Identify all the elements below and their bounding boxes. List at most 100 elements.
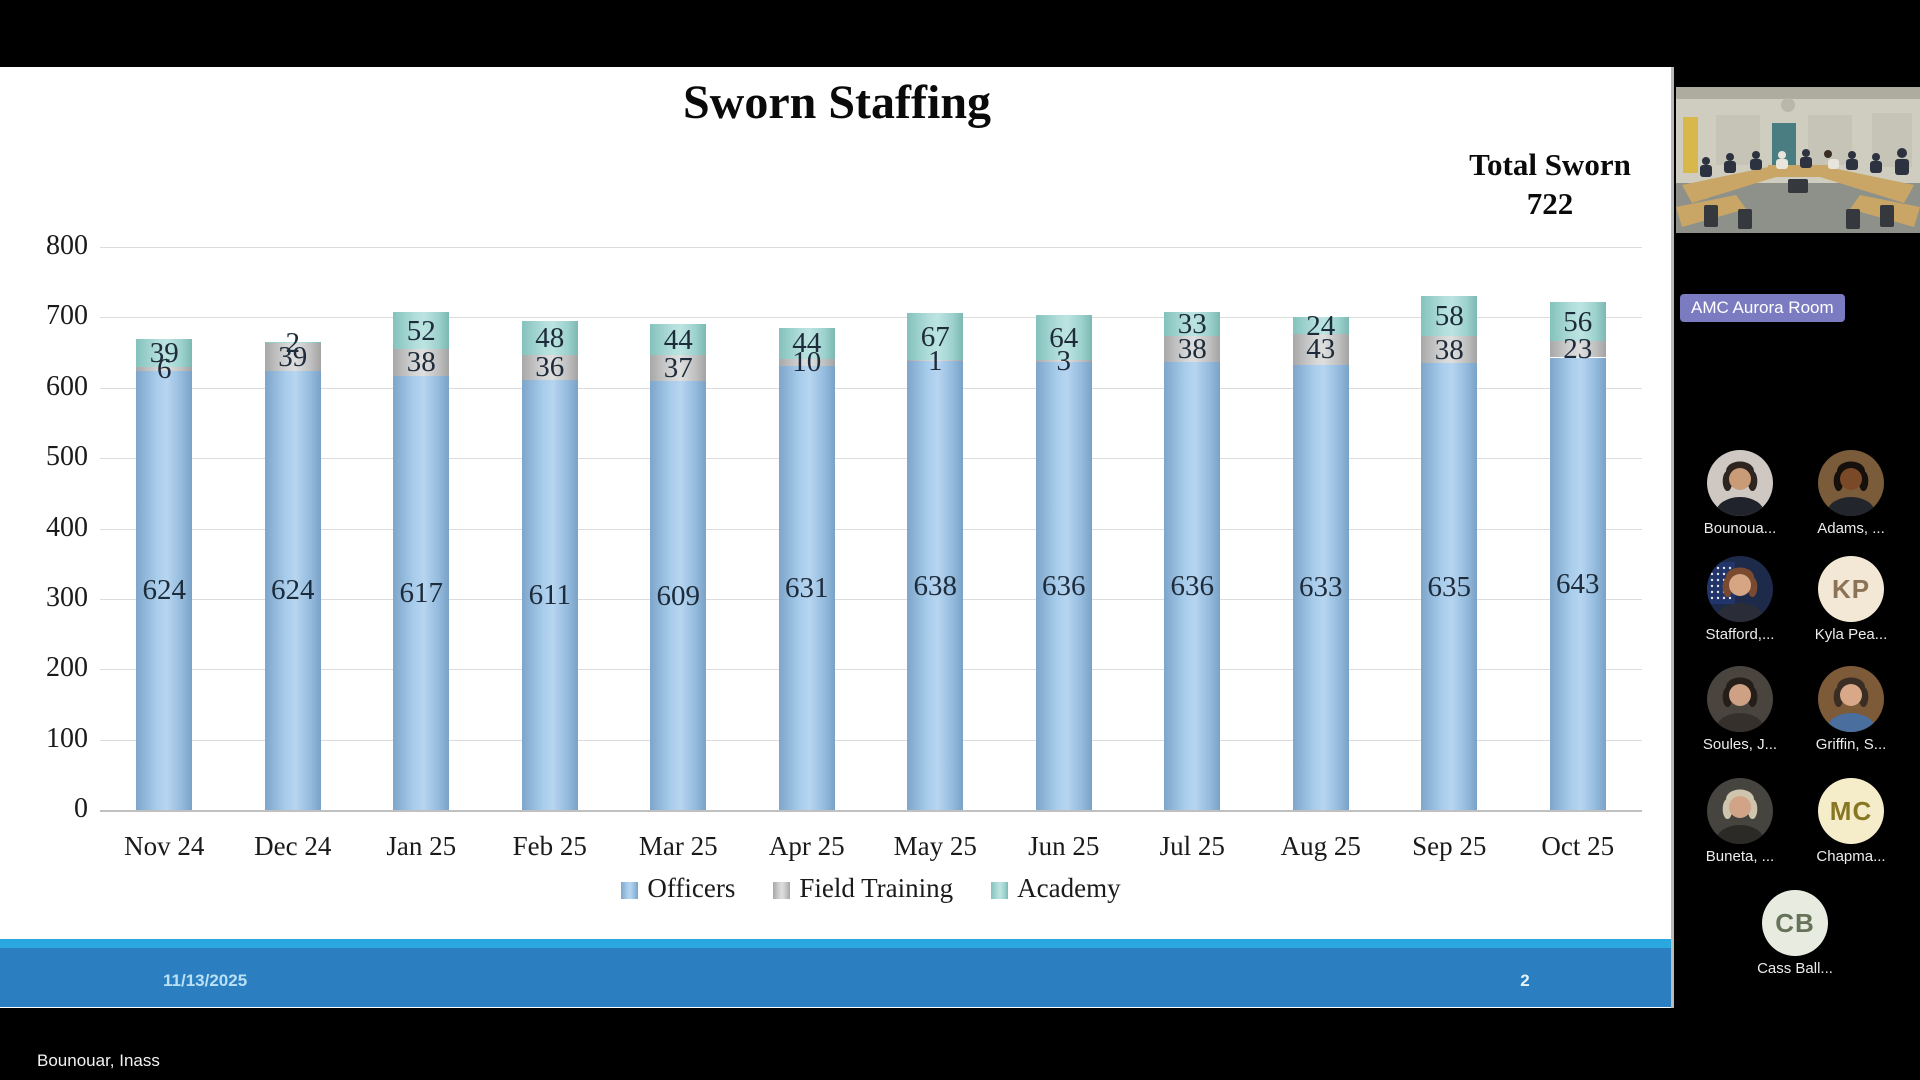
bar-segment-field-training — [136, 366, 193, 371]
bar-data-label: 39 — [278, 341, 308, 374]
bar-data-label: 635 — [1427, 570, 1472, 603]
y-axis-tick-label: 800 — [46, 230, 88, 261]
participant-avatar — [1707, 556, 1773, 622]
footer-page-number: 2 — [1520, 971, 1530, 990]
bar-segment-officers — [778, 365, 835, 810]
participant-tile[interactable]: Buneta, ... — [1685, 778, 1795, 870]
bar-data-label: 1 — [928, 344, 943, 377]
chart-gridline — [100, 317, 1642, 319]
bar-data-label: 38 — [1434, 333, 1464, 366]
x-axis-tick-label: Dec 24 — [254, 831, 332, 861]
staffing-bar-chart: 0 100 200 300 400 500 600 700 800 624 6 39 Nov 24 624… — [0, 67, 1674, 1008]
legend-label: Field Training — [799, 873, 954, 903]
participant-name-label: Buneta, ... — [1705, 848, 1775, 865]
x-axis-tick-label: Jul 25 — [1159, 831, 1225, 861]
bar-data-label: 44 — [792, 327, 822, 360]
y-axis-tick-label: 100 — [46, 722, 88, 754]
bar-segment-academy — [521, 320, 578, 355]
participant-tile[interactable]: Soules, J... — [1685, 666, 1795, 758]
bar-data-label: 56 — [1563, 305, 1593, 338]
bar-data-label: 2 — [285, 326, 301, 359]
participant-name-label: Griffin, S... — [1815, 736, 1887, 753]
slide-panel-divider — [1671, 67, 1674, 1008]
legend-swatch-officers — [621, 881, 639, 899]
slide-title: Sworn Staffing — [682, 76, 992, 129]
presenter-name-overlay: Bounouar, Inass — [37, 1051, 160, 1070]
bar-segment-academy — [1292, 317, 1349, 335]
participant-avatar — [1818, 666, 1884, 732]
x-axis-tick-label: Feb 25 — [512, 831, 587, 861]
bar-segment-academy — [136, 339, 193, 367]
x-axis-tick-label: Nov 24 — [124, 831, 205, 861]
participant-tile[interactable]: CB Cass Ball... — [1740, 890, 1850, 982]
participant-tile[interactable]: Adams, ... — [1796, 450, 1906, 542]
bar-data-label: 43 — [1306, 333, 1336, 366]
y-axis-tick-label: 400 — [46, 511, 88, 543]
bar-segment-officers — [1164, 362, 1221, 810]
participant-avatar-initials: KP — [1818, 556, 1884, 622]
bar-segment-officers — [1035, 362, 1092, 810]
bar-segment-officers — [1549, 357, 1606, 810]
conference-room-video — [1676, 87, 1920, 233]
bar-data-label: 6 — [157, 352, 172, 385]
y-axis-tick-label: 200 — [46, 652, 88, 684]
bar-segment-officers — [1421, 363, 1478, 810]
bar-data-label: 38 — [406, 346, 436, 379]
participant-name-label: Adams, ... — [1817, 520, 1885, 537]
participant-name-label: Stafford,... — [1705, 626, 1775, 643]
participant-name-label: Bounoua... — [1703, 520, 1777, 537]
bar-data-label: 24 — [1306, 309, 1336, 342]
participant-tile[interactable]: Stafford,... — [1685, 556, 1795, 648]
bar-data-label: 624 — [271, 574, 315, 607]
bar-data-label: 38 — [1177, 333, 1207, 365]
bar-segment-field-training — [1421, 336, 1478, 364]
bar-segment-academy — [1549, 301, 1606, 342]
x-axis-tick-label: Jan 25 — [386, 831, 457, 861]
bar-data-label: 636 — [1042, 570, 1086, 603]
participant-avatar-initials: CB — [1762, 890, 1828, 956]
total-sworn-block: Total Sworn 722 — [1430, 145, 1670, 223]
x-axis-tick-label: Jun 25 — [1028, 831, 1100, 861]
chart-legend: Officers Field Training Academy — [100, 873, 1642, 904]
bar-segment-field-training — [650, 355, 707, 382]
participant-name-label: Cass Ball... — [1757, 960, 1833, 977]
legend-swatch-field-training — [773, 881, 791, 899]
bar-segment-academy — [650, 324, 707, 356]
bar-data-label: 67 — [920, 320, 950, 353]
participant-name-label: Chapma... — [1816, 848, 1886, 865]
room-name-badge: AMC Aurora Room — [1680, 294, 1845, 322]
chart-gridline — [100, 387, 1642, 389]
bar-segment-academy — [393, 312, 450, 349]
bar-data-label: 33 — [1177, 308, 1207, 341]
room-video-tile[interactable] — [1676, 87, 1920, 233]
participant-tile[interactable]: MC Chapma... — [1796, 778, 1906, 870]
chart-gridline — [100, 247, 1642, 248]
y-axis-tick-label: 500 — [46, 441, 88, 473]
bar-segment-field-training — [1164, 335, 1221, 363]
participant-avatar — [1707, 450, 1773, 516]
bar-segment-officers — [907, 361, 964, 810]
chart-gridline — [100, 739, 1642, 741]
bar-data-label: 643 — [1556, 567, 1600, 600]
legend-label: Academy — [1017, 873, 1121, 903]
bar-segment-academy — [907, 313, 964, 361]
bar-segment-field-training — [907, 360, 964, 361]
participant-tile[interactable]: KP Kyla Pea... — [1796, 556, 1906, 648]
legend-item: Officers — [621, 873, 735, 904]
participant-name-label: Kyla Pea... — [1814, 626, 1888, 643]
participant-tile[interactable]: Bounoua... — [1685, 450, 1795, 542]
total-sworn-label: Total Sworn — [1469, 147, 1631, 182]
legend-swatch-academy — [991, 881, 1009, 899]
bar-data-label: 23 — [1563, 333, 1593, 366]
participant-tile[interactable]: Griffin, S... — [1796, 666, 1906, 758]
participant-name-label: Soules, J... — [1702, 736, 1778, 753]
bar-segment-field-training — [393, 349, 450, 376]
bar-data-label: 638 — [913, 569, 958, 602]
x-axis-tick-label: Oct 25 — [1541, 831, 1615, 861]
participant-avatar-initials: MC — [1818, 778, 1884, 844]
total-sworn-value: 722 — [1526, 186, 1574, 221]
bar-segment-officers — [521, 380, 578, 810]
chart-gridline — [100, 598, 1642, 600]
shared-slide: Sworn Staffing Total Sworn 722 0 100 200 30… — [0, 67, 1674, 1008]
footer-accent-strip — [0, 939, 1674, 948]
